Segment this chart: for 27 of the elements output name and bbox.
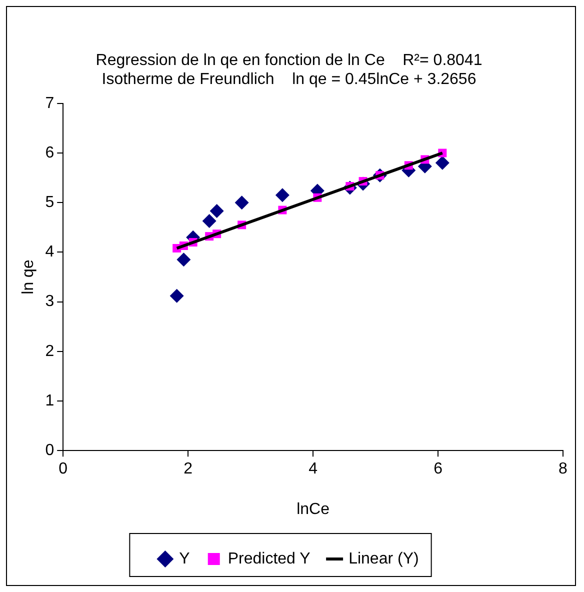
x-tick-label: 4: [308, 460, 318, 478]
x-tick-label: 8: [558, 460, 568, 478]
y-tick-label: 4: [45, 244, 54, 261]
x-tick-label: 6: [434, 460, 443, 478]
y-tick-label: 7: [45, 94, 54, 112]
point: [435, 156, 450, 170]
legend-label: Linear (Y): [348, 550, 419, 568]
y-tick-label: 0: [45, 442, 54, 460]
point: [176, 252, 191, 267]
point: [210, 204, 224, 218]
x-axis-title: lnCe: [296, 500, 330, 518]
y-tick-label: 5: [45, 194, 54, 212]
text: Regression de ln qe en fonction de ln Ce R²= 0.8041: [96, 52, 482, 70]
y-tick-label: 2: [45, 342, 54, 360]
y-tick-label: 3: [45, 293, 54, 310]
legend-label: Y: [179, 550, 190, 568]
point: [202, 214, 216, 228]
y-axis-title: ln qe: [20, 260, 38, 294]
legend-label: Predicted Y: [228, 550, 311, 568]
x-tick-label: 0: [58, 460, 68, 478]
text: Isotherme de Freundlich ln qe = 0.45lnCe + 3.2656: [102, 71, 476, 88]
y-tick-label: 1: [45, 392, 54, 410]
y-tick-label: 6: [45, 144, 54, 162]
point: [170, 288, 184, 303]
point: [275, 188, 290, 202]
x-tick-label: 2: [184, 460, 193, 478]
point: [234, 196, 249, 210]
